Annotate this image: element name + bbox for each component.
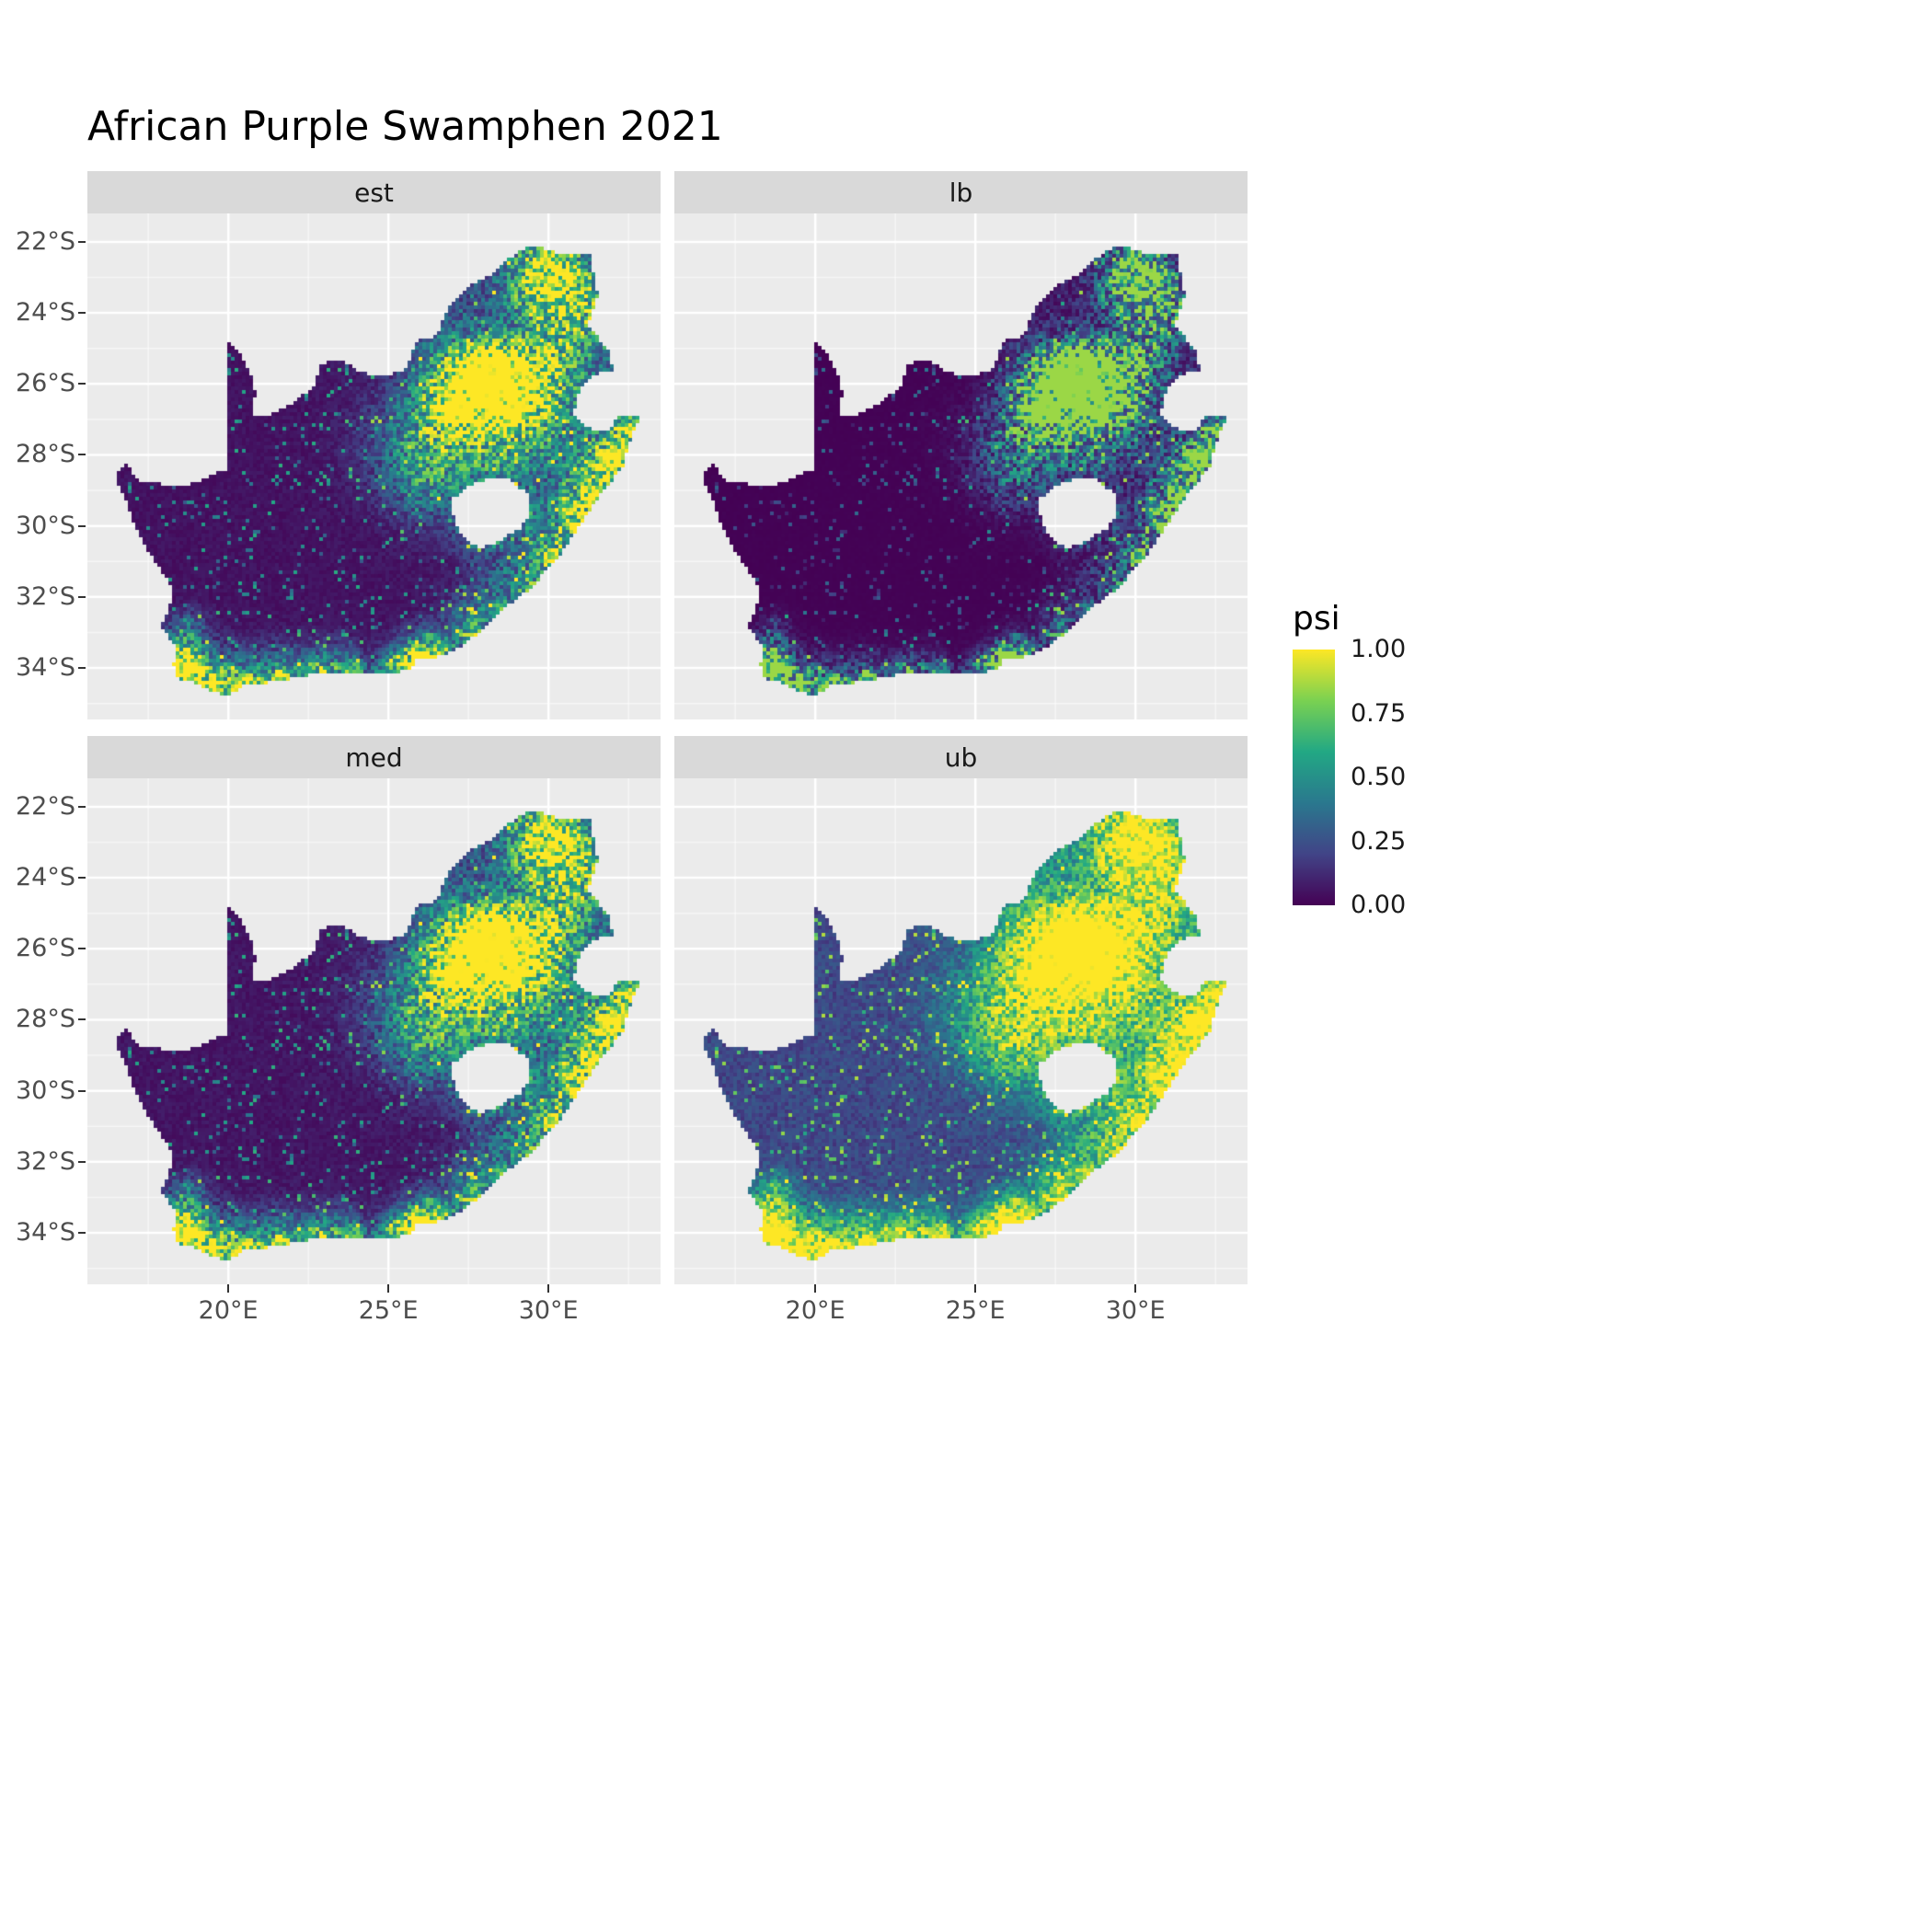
map-canvas-med — [87, 778, 661, 1284]
y-tick-mark — [78, 383, 86, 385]
y-tick-mark — [78, 240, 86, 243]
facet-strip-est: est — [87, 171, 661, 213]
y-axis-tick-label: 24°S — [16, 863, 75, 892]
y-tick-mark — [78, 948, 86, 950]
legend-colorbar — [1293, 650, 1335, 905]
y-axis-tick-label: 32°S — [16, 581, 75, 611]
y-tick-mark — [78, 805, 86, 808]
y-axis-tick-label: 26°S — [16, 369, 75, 398]
x-axis-tick-label: 20°E — [785, 1296, 845, 1325]
y-axis-tick-label: 26°S — [16, 934, 75, 963]
y-tick-mark — [78, 667, 86, 670]
y-axis-tick-label: 28°S — [16, 440, 75, 469]
map-canvas-est — [87, 213, 661, 719]
facet-strip-label: est — [354, 177, 394, 208]
y-tick-mark — [78, 312, 86, 315]
facet-strip-med: med — [87, 736, 661, 778]
x-axis-tick-label: 20°E — [198, 1296, 259, 1325]
y-axis-tick-label: 22°S — [16, 226, 75, 256]
legend-tick-label: 0.00 — [1351, 891, 1407, 919]
y-tick-mark — [78, 1232, 86, 1235]
x-axis-tick-label: 25°E — [945, 1296, 1006, 1325]
x-axis-tick-label: 30°E — [1105, 1296, 1166, 1325]
facet-strip-label: ub — [944, 742, 978, 773]
y-tick-mark — [78, 877, 86, 880]
facet-panel-est — [87, 213, 661, 719]
legend-tick-label: 0.75 — [1351, 698, 1407, 728]
y-axis-tick-label: 30°S — [16, 1075, 75, 1105]
y-tick-mark — [78, 454, 86, 456]
facet-strip-ub: ub — [674, 736, 1248, 778]
x-tick-mark — [814, 1284, 817, 1293]
facet-panel-ub — [674, 778, 1248, 1284]
map-canvas-lb — [674, 213, 1248, 719]
y-axis-tick-label: 34°S — [16, 653, 75, 683]
y-tick-mark — [78, 1018, 86, 1021]
x-tick-mark — [547, 1284, 550, 1293]
y-axis-tick-label: 22°S — [16, 791, 75, 821]
y-axis-tick-label: 32°S — [16, 1146, 75, 1176]
facet-strip-lb: lb — [674, 171, 1248, 213]
plot-title: African Purple Swamphen 2021 — [87, 103, 723, 150]
y-axis-tick-label: 30°S — [16, 511, 75, 540]
legend-title: psi — [1293, 600, 1340, 638]
legend-tick-label: 1.00 — [1351, 635, 1407, 663]
facet-panel-med — [87, 778, 661, 1284]
y-axis-tick-label: 24°S — [16, 298, 75, 328]
y-tick-mark — [78, 524, 86, 527]
x-axis-tick-label: 30°E — [518, 1296, 579, 1325]
y-tick-mark — [78, 595, 86, 598]
x-tick-mark — [387, 1284, 390, 1293]
y-tick-mark — [78, 1160, 86, 1163]
map-canvas-ub — [674, 778, 1248, 1284]
y-axis-tick-label: 34°S — [16, 1218, 75, 1248]
x-tick-mark — [227, 1284, 230, 1293]
facet-strip-label: lb — [949, 177, 973, 208]
legend-tick-label: 0.25 — [1351, 826, 1407, 856]
legend-tick-label: 0.50 — [1351, 763, 1407, 791]
facet-panel-lb — [674, 213, 1248, 719]
x-axis-tick-label: 25°E — [358, 1296, 419, 1325]
y-axis-tick-label: 28°S — [16, 1005, 75, 1034]
facet-strip-label: med — [345, 742, 403, 773]
x-tick-mark — [1134, 1284, 1137, 1293]
y-tick-mark — [78, 1089, 86, 1092]
x-tick-mark — [974, 1284, 977, 1293]
